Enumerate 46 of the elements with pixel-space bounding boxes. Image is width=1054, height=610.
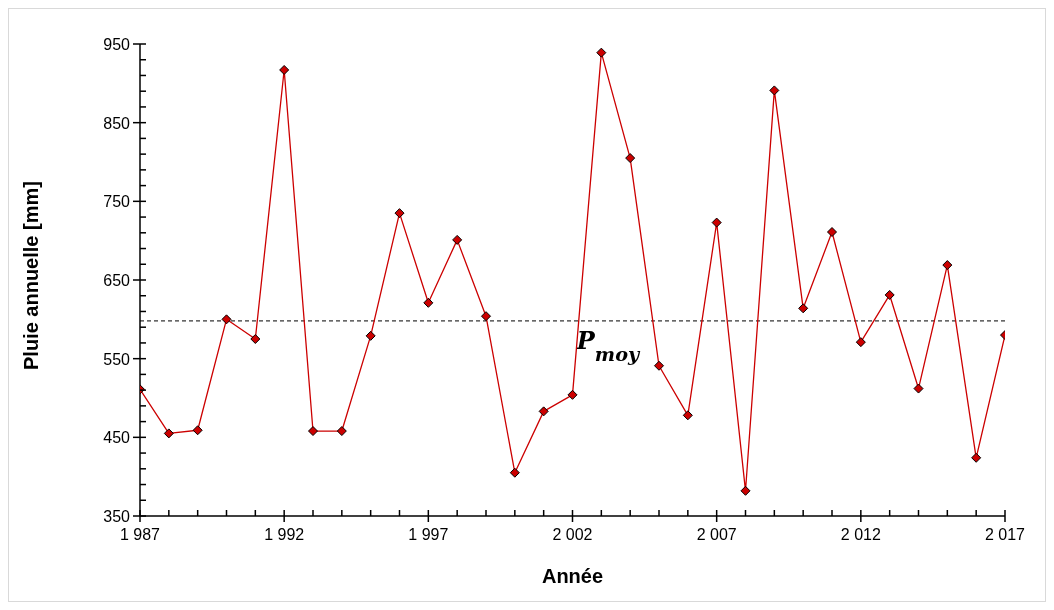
point (596, 47, 607, 58)
x-tick-label: 2 017 (984, 526, 1026, 543)
point (538, 406, 549, 417)
x-axis-title: Année (541, 565, 604, 587)
point (394, 208, 405, 219)
y-tick-label: 850 (103, 114, 131, 132)
point (509, 467, 520, 478)
y-tick-label: 550 (103, 350, 131, 368)
x-tick-label: 1 987 (119, 526, 161, 543)
y-tick-label: 750 (103, 193, 131, 211)
y-tick-label: 950 (103, 36, 131, 53)
point (654, 360, 664, 371)
y-tick-label: 650 (103, 272, 131, 289)
point (942, 260, 953, 271)
ref-line-label: P$_{moy}$ (575, 325, 641, 366)
y-axis-title: Pluie annuelle [mm] (20, 181, 43, 370)
point (423, 297, 434, 308)
point (481, 311, 491, 322)
point (855, 337, 866, 348)
point (365, 330, 376, 341)
point (279, 64, 290, 75)
point (682, 410, 693, 421)
point (971, 452, 982, 463)
point (884, 289, 895, 300)
point (336, 426, 347, 437)
point (452, 234, 463, 245)
y-tick-label: 450 (103, 429, 131, 447)
point (250, 334, 261, 344)
x-tick-label: 2 007 (696, 526, 737, 543)
x-tick-label: 1 997 (408, 526, 449, 543)
point (798, 303, 809, 314)
point (711, 217, 722, 228)
point (308, 426, 318, 437)
x-tick-label: 2 002 (552, 526, 593, 543)
point (567, 389, 578, 400)
point (163, 428, 174, 439)
point (827, 227, 837, 238)
y-tick-label: 350 (103, 508, 131, 525)
point (625, 153, 636, 164)
point (740, 485, 751, 496)
x-tick-label: 2 012 (840, 526, 881, 543)
x-tick-label: 1 992 (264, 526, 305, 543)
point (221, 314, 232, 325)
point (192, 425, 203, 436)
point (769, 85, 780, 96)
point (913, 383, 924, 394)
